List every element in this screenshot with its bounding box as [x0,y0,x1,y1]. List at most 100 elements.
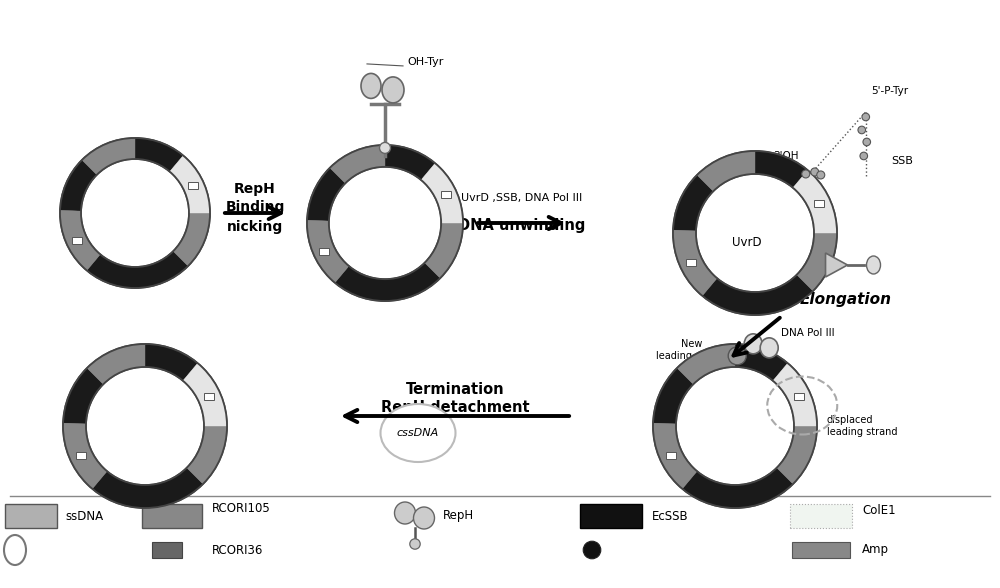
Wedge shape [183,363,227,426]
Wedge shape [385,145,435,180]
Wedge shape [170,156,210,213]
Circle shape [86,367,204,485]
Wedge shape [673,175,713,231]
Wedge shape [63,423,107,489]
Circle shape [60,138,210,288]
Circle shape [860,152,868,160]
Text: EcSSB: EcSSB [652,509,689,523]
Wedge shape [63,368,103,424]
Ellipse shape [395,502,416,524]
Ellipse shape [760,338,778,358]
Circle shape [307,145,463,301]
Wedge shape [307,168,345,221]
Wedge shape [797,233,837,291]
Wedge shape [702,275,813,315]
Text: Amp: Amp [862,543,889,556]
Text: RepH detachment: RepH detachment [381,400,529,415]
Wedge shape [682,467,793,508]
Circle shape [63,344,227,508]
Wedge shape [793,170,837,233]
Text: 3'OH: 3'OH [773,151,799,161]
Bar [5,504,57,528]
Wedge shape [87,344,145,384]
Circle shape [802,170,810,178]
Wedge shape [673,230,717,296]
Wedge shape [187,426,227,484]
Text: ssDNA: ssDNA [65,509,103,523]
Text: RCORI36: RCORI36 [212,543,263,556]
Circle shape [728,347,746,365]
Circle shape [696,174,814,292]
Circle shape [410,539,420,549]
Wedge shape [735,344,788,381]
Bar [790,504,852,528]
Wedge shape [82,138,135,175]
Circle shape [862,113,870,121]
Bar [580,504,642,528]
Text: DNA Pol III: DNA Pol III [781,328,835,338]
Circle shape [817,171,825,179]
Text: Binding: Binding [225,200,285,214]
Bar [814,200,824,207]
Circle shape [653,344,817,508]
Wedge shape [330,145,385,183]
Text: cssDNA: cssDNA [397,428,439,438]
Ellipse shape [414,507,434,529]
Polygon shape [826,253,848,277]
Wedge shape [335,263,440,301]
Bar [794,393,804,400]
Wedge shape [421,163,463,223]
Wedge shape [135,138,183,172]
Circle shape [81,159,189,267]
Circle shape [811,168,819,176]
Wedge shape [653,368,693,424]
Wedge shape [697,151,755,191]
Circle shape [863,138,871,146]
Bar [76,452,86,459]
Bar [686,259,696,266]
Wedge shape [653,423,697,489]
Text: nicking: nicking [227,220,283,234]
Text: displaced
leading strand: displaced leading strand [827,415,897,437]
Text: 5'-P-Tyr: 5'-P-Tyr [871,86,908,96]
Text: DNA unwinding: DNA unwinding [458,218,585,233]
Ellipse shape [361,74,381,98]
Wedge shape [777,426,817,484]
Text: RepH: RepH [443,509,474,523]
Text: OH-Tyr: OH-Tyr [407,57,443,67]
Circle shape [676,367,794,485]
Ellipse shape [380,404,456,462]
Wedge shape [425,223,463,278]
Ellipse shape [382,77,404,103]
Ellipse shape [867,256,881,274]
Bar [792,542,850,558]
Circle shape [329,167,441,279]
Wedge shape [60,160,97,211]
Text: Termination: Termination [406,382,504,397]
Bar [142,504,202,528]
Text: ColE1: ColE1 [862,503,896,516]
Circle shape [673,151,837,315]
Wedge shape [773,363,817,426]
Bar [152,542,182,558]
Ellipse shape [4,535,26,565]
Text: UvrD ,SSB, DNA Pol III: UvrD ,SSB, DNA Pol III [461,193,582,203]
Bar [319,248,329,255]
Wedge shape [677,344,735,384]
Wedge shape [173,213,210,266]
Bar [204,393,214,400]
Wedge shape [60,211,100,270]
Circle shape [583,541,601,559]
Text: RepH: RepH [234,182,276,196]
Bar [72,237,82,244]
Text: SSB: SSB [891,156,913,166]
Wedge shape [87,251,188,288]
Text: nick: nick [733,346,755,356]
Text: New
leading strand: New leading strand [656,339,726,360]
Text: UvrD: UvrD [732,236,762,249]
Ellipse shape [744,334,762,354]
Wedge shape [307,220,349,283]
Circle shape [858,126,866,133]
Circle shape [380,142,390,153]
Text: RCORI105: RCORI105 [212,502,271,514]
